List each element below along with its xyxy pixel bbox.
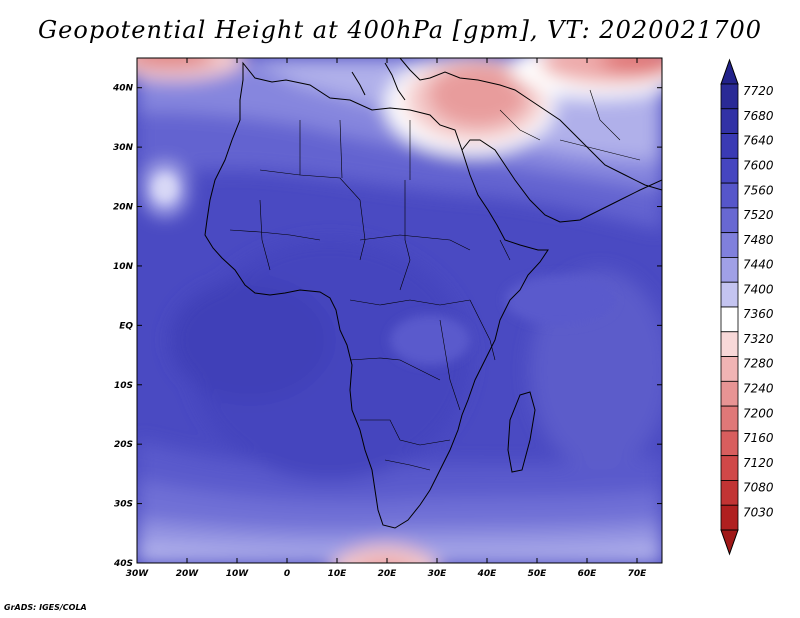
colorbar-swatch bbox=[720, 207, 739, 234]
x-tick-label: 30W bbox=[126, 569, 150, 579]
colorbar-swatch bbox=[720, 306, 739, 333]
y-tick-label: 30S bbox=[114, 500, 133, 510]
x-tick-label: 10W bbox=[226, 569, 250, 579]
colorbar-label: 7030 bbox=[743, 505, 774, 519]
coastlines bbox=[204, 58, 662, 529]
colorbar-swatch bbox=[720, 405, 739, 432]
x-tick-label: 20W bbox=[176, 569, 200, 579]
height-field-shading bbox=[137, 58, 662, 563]
colorbar-label: 7280 bbox=[743, 357, 774, 371]
credit-text: GrADS: IGES/COLA bbox=[4, 603, 87, 612]
y-tick-label: 10S bbox=[114, 381, 133, 391]
y-tick-label: 20S bbox=[114, 440, 133, 450]
colorbar-swatch bbox=[720, 281, 739, 308]
x-axis: 30W 20W 10W 0 10E 20E 30E 40E 50E 60E 70E bbox=[126, 58, 647, 579]
colorbar-label: 7240 bbox=[743, 381, 774, 395]
colorbar-swatch bbox=[720, 83, 739, 110]
colorbar-swatch bbox=[720, 455, 739, 481]
x-tick-label: 50E bbox=[528, 569, 548, 579]
colorbar-label: 7640 bbox=[743, 134, 774, 148]
colorbar-label: 7680 bbox=[743, 109, 774, 123]
x-tick-label: 0 bbox=[284, 569, 290, 579]
y-tick-label: 30N bbox=[113, 143, 134, 153]
colorbar-swatch bbox=[720, 232, 739, 258]
x-tick-label: 20E bbox=[378, 569, 398, 579]
colorbar-label: 7720 bbox=[743, 84, 774, 98]
colorbar-swatch bbox=[720, 108, 739, 134]
x-tick-label: 70E bbox=[628, 569, 648, 579]
x-tick-label: 40E bbox=[477, 569, 498, 579]
colorbar-label: 7560 bbox=[743, 183, 774, 197]
y-axis: 40N 30N 20N 10N EQ 10S 20S 30S 40S bbox=[112, 84, 662, 569]
y-tick-label: EQ bbox=[119, 321, 133, 331]
y-tick-label: 40S bbox=[113, 559, 133, 569]
colorbar-label: 7400 bbox=[743, 282, 774, 296]
map-frame bbox=[136, 57, 663, 564]
colorbar-swatch bbox=[720, 257, 739, 283]
colorbar-label: 7120 bbox=[743, 456, 774, 470]
colorbar-label: 7200 bbox=[743, 406, 774, 420]
colorbar-swatch bbox=[720, 182, 739, 209]
y-tick-label: 40N bbox=[112, 84, 134, 94]
colorbar-label: 7600 bbox=[743, 158, 774, 172]
map-panel bbox=[137, 58, 662, 563]
colorbar-bottom-arrow bbox=[720, 529, 739, 556]
colorbar-label: 7520 bbox=[743, 208, 774, 222]
colorbar-label: 7320 bbox=[743, 332, 774, 346]
colorbar-swatch bbox=[720, 356, 739, 382]
chart-title: Geopotential Height at 400hPa [gpm], VT:… bbox=[38, 16, 762, 44]
colorbar: 7720 7680 7640 7600 7560 7520 7480 7440 7400 7360… bbox=[720, 58, 774, 556]
colorbar-label: 7160 bbox=[743, 431, 774, 445]
colorbar-swatch bbox=[720, 331, 739, 357]
colorbar-label: 7080 bbox=[743, 481, 774, 495]
colorbar-label: 7360 bbox=[743, 307, 774, 321]
colorbar-swatch bbox=[720, 480, 739, 506]
colorbar-label: 7440 bbox=[743, 258, 774, 272]
colorbar-swatch bbox=[720, 157, 739, 184]
height-field-detail bbox=[153, 174, 615, 365]
colorbar-swatch bbox=[720, 133, 739, 159]
colorbar-swatch bbox=[720, 380, 739, 407]
colorbar-top-arrow bbox=[720, 58, 739, 85]
y-tick-label: 10N bbox=[113, 262, 134, 272]
country-borders bbox=[229, 89, 641, 471]
colorbar-swatch bbox=[720, 430, 739, 457]
x-tick-label: 60E bbox=[578, 569, 598, 579]
x-tick-label: 30E bbox=[428, 569, 448, 579]
y-tick-label: 20N bbox=[113, 203, 134, 213]
x-tick-label: 10E bbox=[328, 569, 348, 579]
colorbar-swatch bbox=[720, 504, 739, 531]
colorbar-label: 7480 bbox=[743, 233, 774, 247]
